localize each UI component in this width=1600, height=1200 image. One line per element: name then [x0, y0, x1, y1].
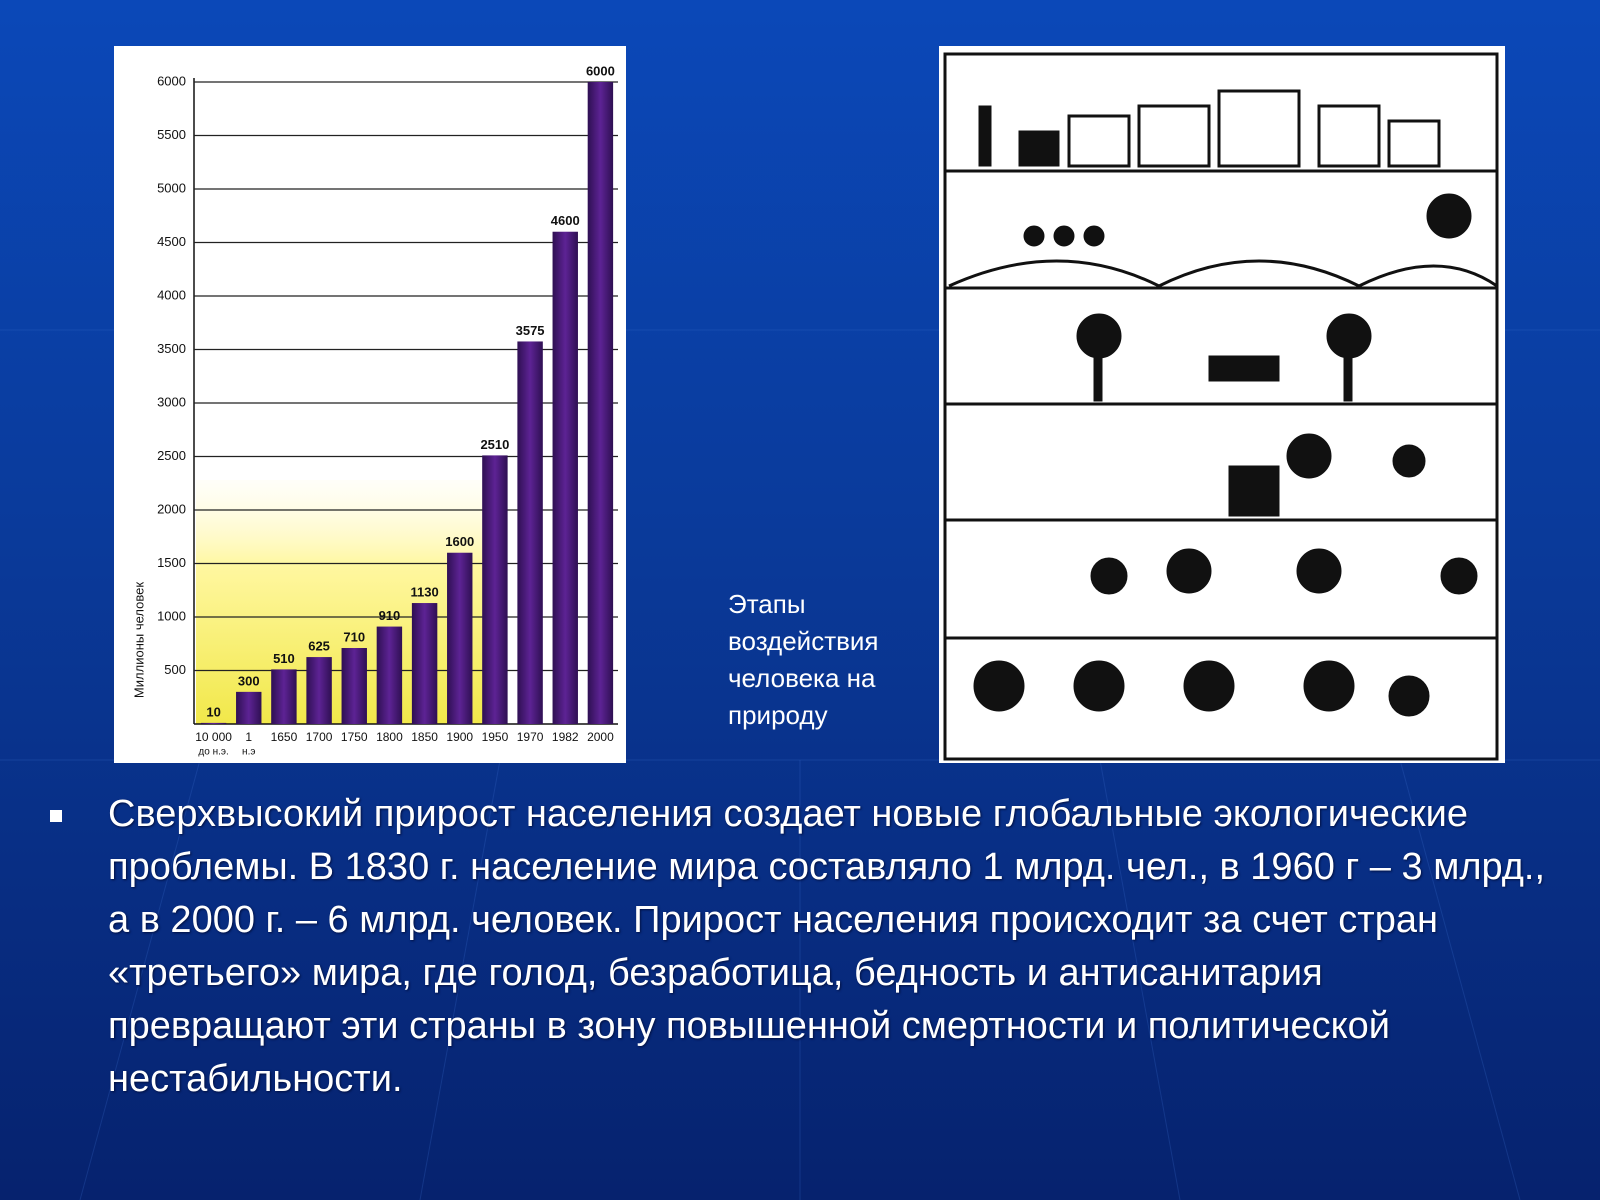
value-label: 510	[273, 651, 295, 666]
bullet-marker	[50, 810, 62, 822]
y-tick-label: 500	[164, 662, 186, 677]
value-label: 710	[343, 629, 365, 644]
x-tick-label: 1970	[517, 730, 544, 744]
bar-highlight	[236, 691, 262, 724]
value-label: 1600	[445, 534, 474, 549]
bar-highlight	[271, 669, 297, 724]
value-label: 3575	[516, 323, 545, 338]
bar-highlight	[376, 626, 403, 724]
value-label: 625	[308, 639, 330, 654]
value-label: 2510	[480, 437, 509, 452]
x-tick-label: 2000	[587, 730, 614, 744]
bar-highlight	[411, 603, 438, 724]
x-tick-label: 10 000	[195, 730, 232, 744]
bar-highlight	[306, 657, 332, 724]
bar-highlight	[200, 722, 227, 724]
x-tick-label: 1900	[446, 730, 473, 744]
y-axis-label: Миллионы человек	[131, 582, 146, 698]
x-tick-label: 1	[245, 730, 252, 744]
x-tick-label: 1800	[376, 730, 403, 744]
y-tick-label: 1500	[157, 555, 186, 570]
y-tick-label: 5500	[157, 127, 186, 142]
era-label: до н.э.	[198, 747, 228, 758]
illustration-caption: Этапы воздействия человека на природу	[728, 589, 879, 730]
bar-highlight	[482, 455, 508, 724]
y-tick-label: 4000	[157, 287, 186, 302]
bar-highlight	[341, 648, 367, 724]
y-tick-label: 1000	[157, 608, 186, 623]
x-tick-label: 1950	[482, 730, 509, 744]
bar-highlight	[587, 82, 614, 724]
x-tick-label: 1650	[271, 730, 298, 744]
era-label: н.э	[242, 747, 255, 758]
y-tick-label: 4500	[157, 234, 186, 249]
y-tick-label: 6000	[157, 73, 186, 88]
value-label: 1130	[410, 585, 438, 600]
y-tick-label: 2000	[157, 501, 186, 516]
chart: Миллионы человек 500 1000 1500 2000 2500 3000…	[131, 63, 618, 758]
x-tick-label: 1982	[552, 730, 579, 744]
y-tick-label: 3000	[157, 394, 186, 409]
bar-highlight	[447, 552, 473, 724]
y-tick-label: 3500	[157, 341, 186, 356]
y-tick-label: 2500	[157, 448, 186, 463]
value-label: 910	[379, 608, 401, 623]
bullet-text: Сверхвысокий прирост населения создает н…	[108, 793, 1546, 1100]
bar-highlight	[517, 341, 543, 724]
illustration	[939, 46, 1505, 763]
x-tick-label: 1750	[341, 730, 368, 744]
value-label: 4600	[551, 213, 580, 228]
x-tick-label: 1850	[411, 730, 438, 744]
bar-highlight	[552, 231, 578, 725]
value-label: 6000	[586, 63, 615, 78]
x-tick-label: 1700	[306, 730, 333, 744]
y-tick-label: 5000	[157, 180, 186, 195]
value-label: 10	[206, 704, 220, 719]
value-label: 300	[238, 673, 260, 688]
